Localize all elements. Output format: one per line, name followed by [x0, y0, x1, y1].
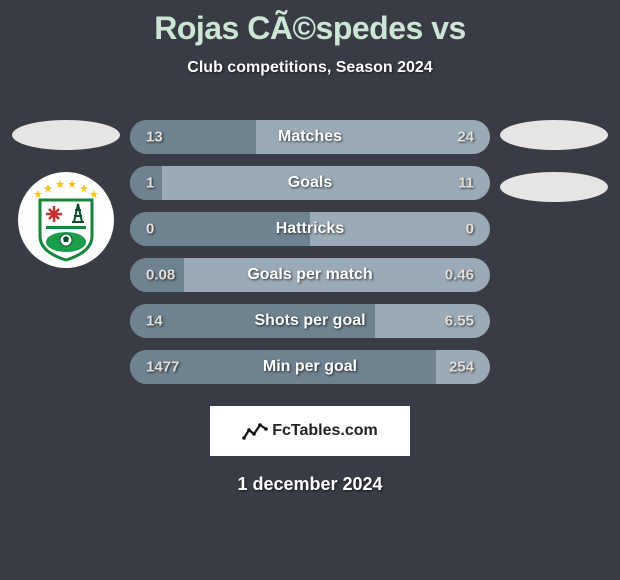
stat-value-left: 1 [146, 175, 154, 192]
page-subtitle: Club competitions, Season 2024 [0, 59, 620, 77]
stat-fill-left [130, 304, 375, 338]
stats-bars-container: 1324Matches111Goals00Hattricks0.080.46Go… [130, 120, 490, 396]
stat-label: Goals per match [130, 258, 490, 292]
stat-value-left: 13 [146, 129, 163, 146]
fctables-logo-icon [242, 420, 268, 442]
fctables-watermark: FcTables.com [210, 406, 410, 456]
page-title: Rojas CÃ©spedes vs [0, 0, 620, 47]
stat-row-goals: 111Goals [130, 166, 490, 200]
stat-row-shots-per-goal: 146.55Shots per goal [130, 304, 490, 338]
player-name-ellipse-left [12, 120, 120, 150]
fctables-text: FcTables.com [272, 422, 378, 440]
player-name-ellipse-right-1 [500, 120, 608, 150]
left-player-column [12, 120, 120, 268]
stat-row-goals-per-match: 0.08 0.46Goals per match [130, 258, 490, 292]
stat-value-right: 0 [466, 221, 474, 238]
stat-value-right: 11 [458, 175, 474, 192]
oriente-petrolero-badge-icon [30, 178, 102, 262]
stat-row-hattricks: 00Hattricks [130, 212, 490, 246]
stat-value-right: 0.46 [445, 267, 474, 284]
stat-row-min-per-goal: 1477254Min per goal [130, 350, 490, 384]
stat-label: Goals [130, 166, 490, 200]
stat-value-left: 0 [146, 221, 154, 238]
stat-value-left: 14 [146, 313, 163, 330]
snapshot-date: 1 december 2024 [0, 474, 620, 495]
stat-fill-left [130, 212, 310, 246]
club-badge-left [18, 172, 114, 268]
player-name-ellipse-right-2 [500, 172, 608, 202]
stat-value-right: 6.55 [445, 313, 474, 330]
stat-value-right: 24 [457, 129, 474, 146]
stat-row-matches: 1324Matches [130, 120, 490, 154]
right-player-column [500, 120, 608, 224]
stat-value-right: 254 [449, 359, 474, 376]
stat-value-left: 0.08 [146, 267, 175, 284]
stat-value-left: 1477 [146, 359, 179, 376]
